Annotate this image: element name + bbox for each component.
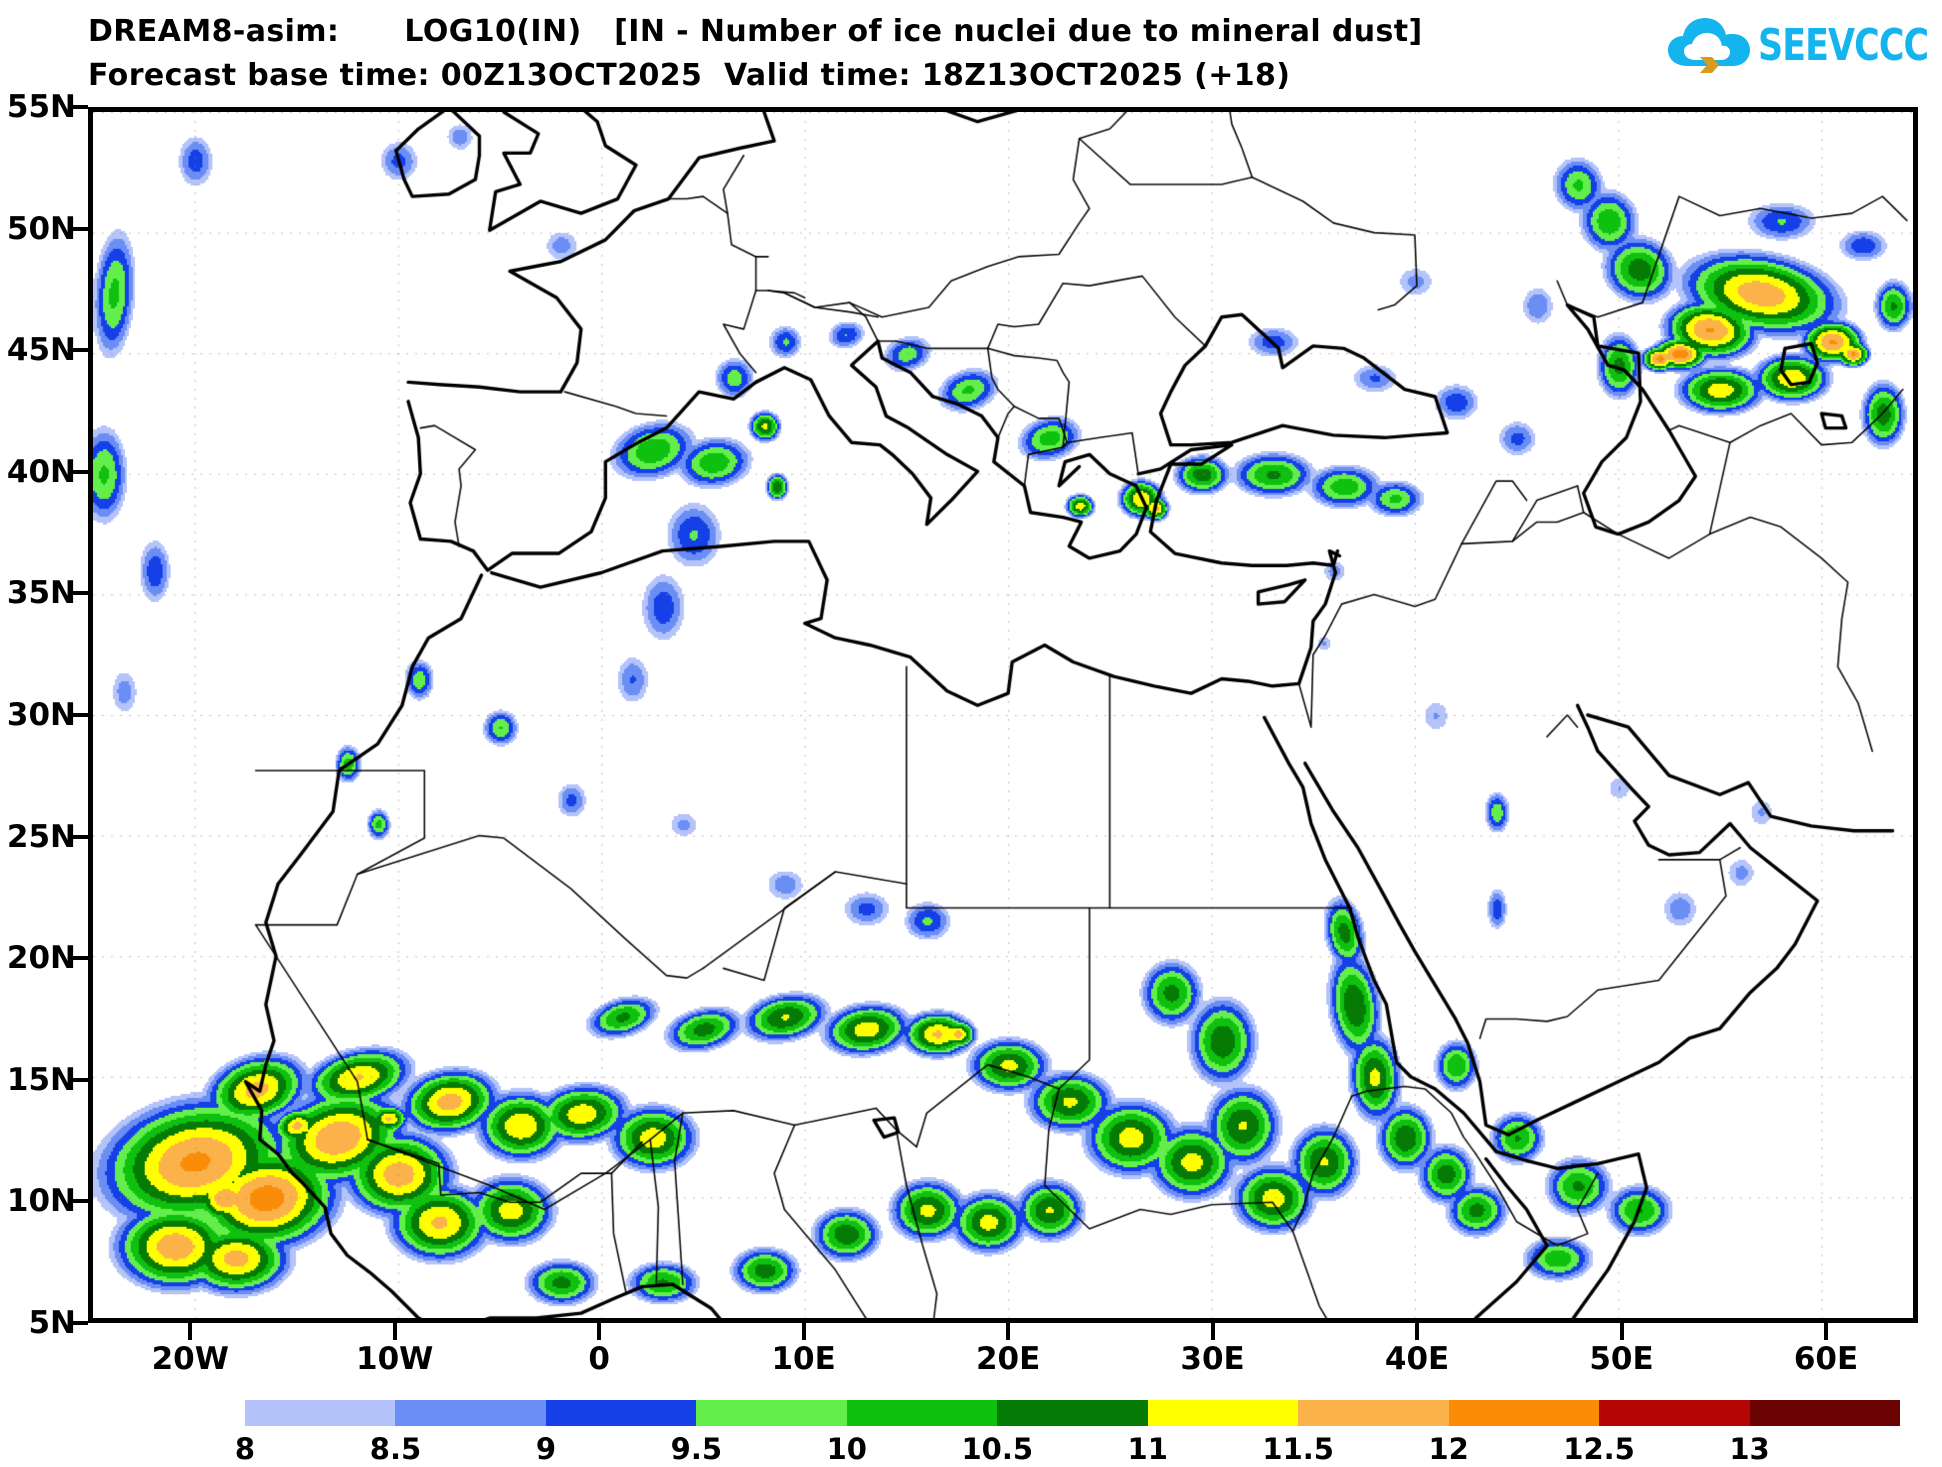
x-axis-tick — [1415, 1323, 1420, 1340]
y-axis-tick — [70, 1199, 88, 1204]
y-axis-label-55N: 55N — [6, 89, 76, 125]
x-axis-label-30E: 30E — [1180, 1341, 1245, 1377]
x-axis-label-20W: 20W — [151, 1341, 229, 1377]
x-axis-tick — [801, 1323, 806, 1340]
logo-wordmark: SEEVCCC — [1758, 20, 1929, 71]
y-axis-label-30N: 30N — [6, 697, 76, 733]
x-axis-label-0: 0 — [588, 1341, 610, 1377]
y-axis-label-10N: 10N — [6, 1183, 76, 1220]
header-time-line: Forecast base time: 00Z13OCT2025 Valid t… — [88, 58, 1291, 93]
x-axis-tick — [1619, 1323, 1624, 1340]
colorbar-tick-8.5: 8.5 — [369, 1432, 422, 1466]
colorbar-swatch-5 — [997, 1400, 1148, 1426]
x-axis-tick — [1006, 1323, 1011, 1340]
header-banner: DREAM8-asim: LOG10(IN) [IN - Number of i… — [0, 0, 1942, 107]
colorbar-swatch-7 — [1298, 1400, 1449, 1426]
x-axis-tick — [392, 1323, 397, 1340]
map-canvas-wrapper — [93, 112, 1913, 1318]
x-axis-tick — [1823, 1323, 1828, 1340]
y-axis-label-5N: 5N — [28, 1305, 76, 1341]
x-axis-label-10W: 10W — [356, 1341, 434, 1377]
colorbar-swatch-10 — [1749, 1400, 1900, 1426]
colorbar-tick-9.5: 9.5 — [670, 1432, 723, 1466]
x-axis-label-20E: 20E — [975, 1341, 1041, 1377]
y-axis-tick — [70, 591, 88, 596]
x-axis-tick — [597, 1323, 602, 1340]
colorbar-tick-12.5: 12.5 — [1563, 1432, 1635, 1466]
y-axis-tick — [70, 1321, 88, 1325]
header-title-line: DREAM8-asim: LOG10(IN) [IN - Number of i… — [88, 14, 1423, 49]
colorbar-swatch-8 — [1448, 1400, 1600, 1426]
colorbar-tick-9: 9 — [535, 1432, 556, 1466]
coastline-border-overlay — [93, 112, 1913, 1318]
y-axis-tick — [70, 105, 88, 109]
colorbar-swatch-9 — [1599, 1400, 1750, 1426]
y-axis-tick — [70, 348, 88, 353]
colorbar — [245, 1400, 1900, 1426]
y-axis-label-15N: 15N — [6, 1061, 76, 1098]
colorbar-swatch-2 — [545, 1400, 697, 1426]
colorbar-tick-10.5: 10.5 — [961, 1432, 1034, 1466]
colorbar-swatch-0 — [245, 1400, 396, 1426]
y-axis-label-45N: 45N — [6, 332, 76, 369]
y-axis-label-40N: 40N — [6, 453, 76, 490]
y-axis-label-35N: 35N — [6, 575, 76, 612]
seevccc-logo: SEEVCCC — [1666, 12, 1929, 86]
y-axis-label-25N: 25N — [6, 818, 76, 855]
y-axis-tick — [70, 713, 88, 717]
colorbar-tick-12: 12 — [1428, 1432, 1469, 1466]
y-axis-tick — [70, 834, 88, 839]
x-axis-label-50E: 50E — [1589, 1341, 1654, 1377]
x-axis-tick — [1210, 1323, 1215, 1340]
colorbar-swatch-1 — [395, 1400, 546, 1426]
colorbar-tick-13: 13 — [1729, 1432, 1770, 1466]
y-axis-tick — [70, 469, 88, 474]
cloud-icon — [1668, 18, 1750, 73]
colorbar-tick-11.5: 11.5 — [1262, 1432, 1334, 1466]
y-axis-label-50N: 50N — [6, 210, 76, 247]
map-plot-area — [88, 107, 1918, 1323]
colorbar-swatch-6 — [1147, 1400, 1299, 1426]
y-axis-tick — [70, 1077, 88, 1082]
x-axis-label-60E: 60E — [1793, 1341, 1859, 1377]
y-axis-tick — [70, 956, 88, 961]
y-axis-tick — [70, 226, 88, 231]
x-axis-tick — [188, 1323, 193, 1340]
y-axis-label-20N: 20N — [6, 940, 76, 977]
x-axis-label-10E: 10E — [771, 1341, 836, 1377]
colorbar-tick-11: 11 — [1127, 1432, 1168, 1466]
colorbar-tick-10: 10 — [826, 1432, 867, 1466]
colorbar-swatch-4 — [846, 1400, 998, 1426]
colorbar-tick-8: 8 — [234, 1432, 256, 1466]
colorbar-swatch-3 — [696, 1400, 847, 1426]
x-axis-label-40E: 40E — [1384, 1341, 1450, 1377]
